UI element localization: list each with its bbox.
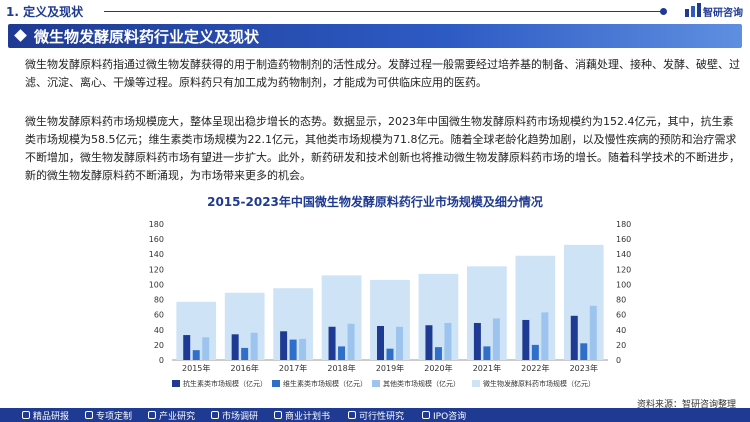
footer-bar: 精品研报 专项定制 产业研究 市场调研 商业计划书 可行性研究 IPO咨询	[0, 408, 750, 422]
footer-item[interactable]: 市场调研	[222, 412, 259, 422]
legend-label: 抗生素类市场规模（亿元）	[183, 379, 267, 388]
x-tick-label: 2016年	[230, 363, 258, 373]
series-bar	[492, 318, 500, 360]
total-bar	[467, 266, 507, 360]
series-bar	[241, 347, 249, 360]
report-icon	[22, 411, 30, 419]
chart-title: 2015-2023年中国微生物发酵原料药行业市场规模及细分情况	[207, 195, 543, 209]
y-right-tick-label: 100	[616, 280, 631, 289]
x-tick-label: 2022年	[521, 363, 549, 373]
section-divider	[104, 11, 664, 12]
y-tick-label: 60	[154, 311, 164, 320]
x-tick-label: 2020年	[424, 363, 452, 373]
series-bar	[289, 339, 297, 360]
y-tick-label: 40	[154, 326, 164, 335]
y-tick-label: 100	[149, 280, 164, 289]
legend-label: 其他类市场规模（亿元）	[383, 379, 460, 388]
series-bar	[202, 337, 210, 360]
series-bar	[347, 323, 355, 360]
section-title: 1. 定义及现状	[6, 5, 84, 19]
series-bar	[522, 319, 530, 360]
series-bar	[531, 344, 539, 360]
legend-swatch	[172, 380, 180, 387]
x-tick-label: 2017年	[279, 363, 307, 373]
footer-item[interactable]: 专项定制	[96, 412, 133, 422]
series-bar	[434, 347, 442, 360]
title-banner: 微生物发酵原料药行业定义及现状	[8, 24, 742, 48]
series-bar	[338, 346, 346, 360]
series-bar	[483, 346, 491, 360]
footer-item[interactable]: 可行性研究	[359, 412, 405, 422]
page-title: 微生物发酵原料药行业定义及现状	[34, 28, 260, 46]
y-right-tick-label: 60	[616, 311, 626, 320]
source-note: 资料来源：智研咨询整理	[636, 400, 736, 410]
y-right-tick-label: 0	[616, 356, 621, 365]
total-bar	[563, 244, 604, 360]
footer-item[interactable]: 精品研报	[33, 412, 70, 422]
top-bar: 1. 定义及现状 智研咨询	[0, 0, 750, 22]
series-bar	[396, 326, 403, 360]
footer-item[interactable]: 产业研究	[159, 412, 196, 422]
industry-icon	[148, 411, 156, 419]
y-tick-label: 140	[149, 250, 164, 259]
total-bar	[418, 273, 459, 360]
total-bar	[321, 275, 362, 360]
x-tick-label: 2019年	[376, 363, 404, 373]
x-tick-label: 2023年	[570, 363, 598, 373]
series-bar	[183, 335, 191, 360]
plan-icon	[274, 411, 282, 419]
total-bar	[515, 255, 556, 360]
series-bar	[473, 322, 481, 360]
y-right-tick-label: 40	[616, 326, 626, 335]
y-tick-label: 20	[154, 341, 164, 350]
y-right-tick-label: 20	[616, 341, 626, 350]
y-tick-label: 120	[149, 265, 164, 274]
series-bar	[231, 334, 239, 360]
series-bar	[541, 312, 549, 360]
y-tick-label: 80	[154, 296, 164, 305]
y-right-tick-label: 120	[616, 265, 631, 274]
series-bar	[570, 315, 578, 360]
series-bar	[299, 338, 307, 360]
definition-paragraph: 微生物发酵原料药指通过微生物发酵获得的用于制造药物制剂的活性成分。发酵过程一般需…	[25, 58, 740, 89]
survey-icon	[211, 411, 219, 419]
section-dot-icon	[660, 8, 667, 15]
series-bar	[328, 326, 336, 360]
y-right-tick-label: 180	[616, 220, 631, 229]
y-right-tick-label: 140	[616, 250, 631, 259]
ipo-icon	[422, 411, 430, 419]
brand-logo-icon	[685, 3, 701, 17]
diamond-icon	[14, 29, 27, 42]
series-bar	[280, 331, 288, 360]
custom-icon	[85, 411, 93, 419]
y-right-tick-label: 160	[616, 235, 631, 244]
series-bar	[386, 348, 394, 360]
x-tick-label: 2018年	[327, 363, 355, 373]
footer-item[interactable]: 商业计划书	[285, 412, 331, 422]
series-bar	[377, 326, 384, 360]
series-bar	[580, 343, 588, 360]
series-bar	[425, 325, 433, 360]
series-bar	[444, 322, 452, 360]
legend-label: 维生素类市场规模（亿元）	[283, 379, 367, 388]
y-tick-label: 0	[159, 356, 164, 365]
brand-name: 智研咨询	[703, 8, 743, 19]
series-bar	[192, 350, 200, 360]
x-tick-label: 2015年	[182, 363, 210, 373]
status-paragraph: 微生物发酵原料药市场规模庞大，整体呈现出稳步增长的态势。数据显示，2023年中国…	[25, 115, 740, 182]
y-right-tick-label: 80	[616, 296, 626, 305]
feasibility-icon	[348, 411, 356, 419]
market-size-chart: 0 20 40 60 80 100 120 140 160 180 0 20 40 60 80 100 120 1…	[149, 220, 632, 388]
footer-item[interactable]: IPO咨询	[433, 412, 467, 422]
legend-swatch	[472, 380, 480, 387]
legend-swatch	[272, 380, 280, 387]
legend-swatch	[372, 380, 380, 387]
legend-label: 微生物发酵原料药市场规模（亿元）	[483, 379, 595, 388]
series-bar	[250, 332, 258, 360]
y-tick-label: 180	[149, 220, 164, 229]
series-bar	[589, 305, 597, 360]
y-tick-label: 160	[149, 235, 164, 244]
total-bar	[370, 279, 410, 360]
x-tick-label: 2021年	[473, 363, 501, 373]
